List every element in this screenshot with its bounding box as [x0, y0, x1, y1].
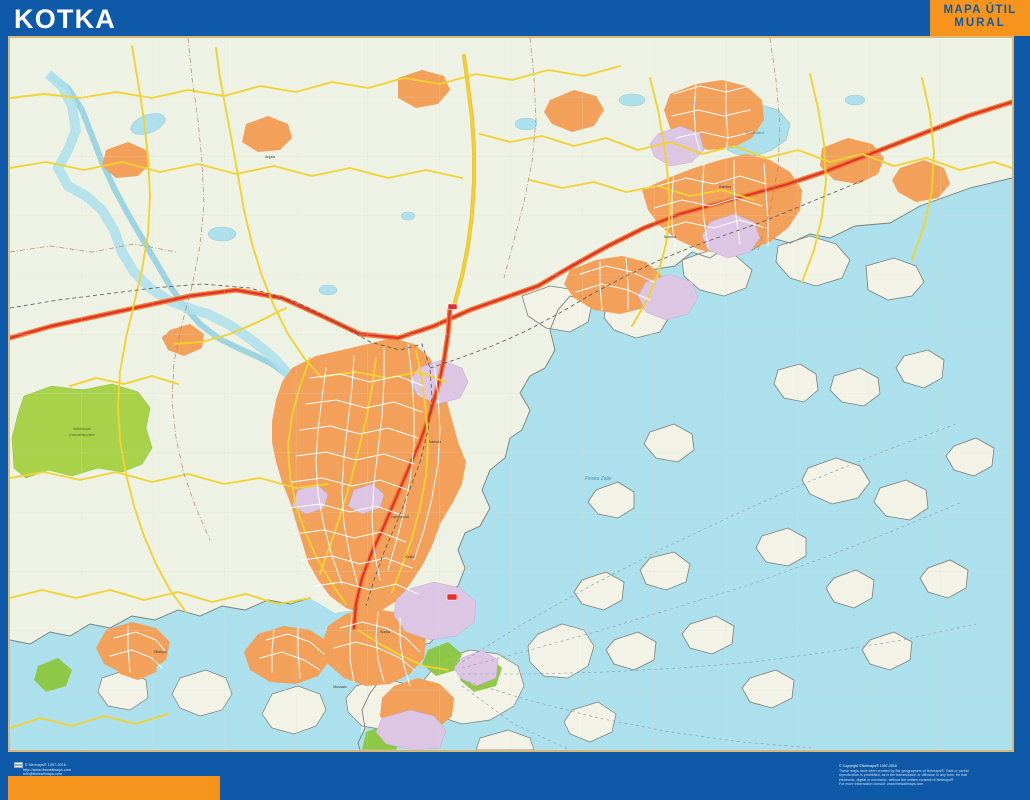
- settlement-label: Siltakylä: [153, 650, 166, 654]
- finland-flag-icon: [14, 762, 23, 768]
- map-grid: [10, 38, 1012, 750]
- credits-left-text-1: © Netmaps® 1997-2016: [25, 762, 66, 767]
- credits-right-line-1: © Copyright ©Netmaps® 1997-2016: [839, 764, 897, 768]
- label-park-line2: Kansallispuisto: [69, 433, 94, 437]
- settlement-label: Karhula: [429, 440, 441, 444]
- badge-line-2: MURAL: [954, 17, 1006, 29]
- page-title: KOTKA: [14, 4, 116, 34]
- settlement-label: Anjala: [265, 155, 275, 159]
- settlement-labels: Kotka Karhula Hamina Sunila Mussalo Kymi…: [153, 155, 731, 689]
- credits-right-line-5[interactable]: For more information consult: www.thewal…: [839, 782, 924, 787]
- map-frame: Finska Zaliv Kirkkojärvi Valkmusan Kansa…: [8, 36, 1014, 752]
- credits-right: © Copyright ©Netmaps® 1997-2016 These ma…: [839, 764, 1024, 787]
- settlement-label: Sunila: [380, 630, 390, 634]
- map-canvas[interactable]: Finska Zaliv Kirkkojärvi Valkmusan Kansa…: [10, 38, 1012, 750]
- footer-accent-bar: [8, 776, 220, 800]
- credits-left: © Netmaps® 1997-2016 http://www.thewallm…: [14, 762, 71, 776]
- label-lake-kirkkojarvi: Kirkkojärvi: [746, 130, 765, 135]
- credits-left-line-3[interactable]: info@thewallmaps.com: [23, 772, 63, 776]
- credits-left-line-2[interactable]: http://www.thewallmaps.com: [23, 768, 71, 772]
- badge-line-1: MAPA ÚTIL: [943, 4, 1017, 16]
- mapa-util-badge: MAPA ÚTIL MURAL: [930, 0, 1030, 36]
- settlement-label: Hamina: [719, 185, 731, 189]
- highway-shields: [446, 303, 458, 601]
- settlement-label: Kyminlinna: [391, 515, 409, 519]
- label-sea: Finska Zaliv: [585, 476, 612, 482]
- settlement-label: Summa: [664, 235, 676, 239]
- settlement-label: Kotka: [405, 555, 414, 559]
- header-bar: [0, 0, 1030, 36]
- credits-right-line-4: electronic, digital or mechanic, without…: [839, 777, 954, 782]
- credits-right-line-2: These maps have been created by the geog…: [839, 768, 969, 773]
- credits-right-line-3: reproduction is prohibited, as is the tr…: [839, 773, 968, 778]
- settlement-label: Mussalo: [333, 685, 346, 689]
- credits-left-line-1: © Netmaps® 1997-2016: [14, 762, 71, 768]
- label-park-line1: Valkmusan: [73, 427, 92, 431]
